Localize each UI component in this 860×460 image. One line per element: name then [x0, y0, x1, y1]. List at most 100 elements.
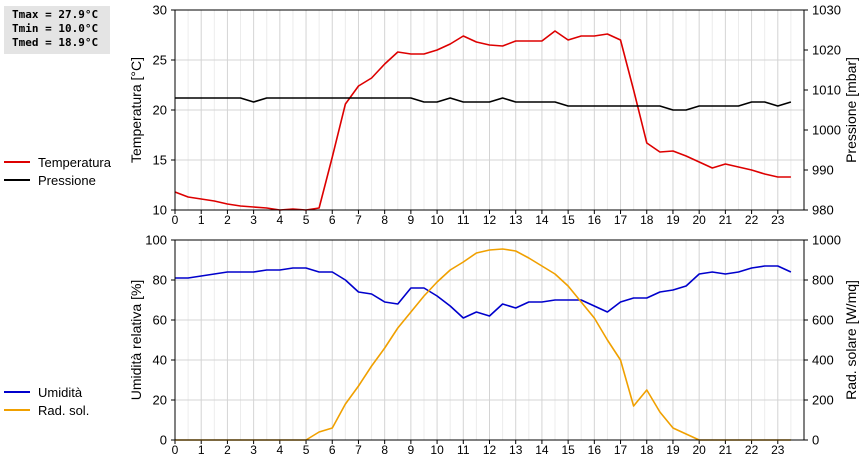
y2-tick-label: 400: [812, 353, 834, 368]
x-tick-label: 1: [198, 443, 205, 457]
x-tick-label: 21: [719, 213, 733, 227]
legend-item-rad-sol: Rad. sol.: [4, 401, 144, 419]
y-tick-label: 10: [153, 203, 167, 218]
legend-item-umidita: Umidità: [4, 383, 144, 401]
x-tick-label: 4: [276, 443, 283, 457]
y2-tick-label: 1000: [812, 123, 841, 138]
x-tick-label: 4: [276, 213, 283, 227]
x-tick-label: 13: [509, 213, 523, 227]
x-tick-label: 12: [483, 443, 497, 457]
x-tick-label: 12: [483, 213, 497, 227]
x-tick-label: 16: [588, 443, 602, 457]
x-tick-label: 3: [250, 213, 257, 227]
x-tick-label: 1: [198, 213, 205, 227]
series-line-umidit: [175, 265, 792, 319]
x-tick-label: 23: [771, 213, 785, 227]
y-tick-label: 15: [153, 153, 167, 168]
legend-label-pressione: Pressione: [38, 172, 96, 188]
plot-frame: [174, 239, 805, 441]
y2-tick-label: 800: [812, 273, 834, 288]
x-tick-label: 2: [224, 443, 231, 457]
x-tick-label: 9: [408, 443, 415, 457]
x-tick-label: 3: [250, 443, 257, 457]
y-tick-label: 20: [153, 393, 167, 408]
x-tick-label: 5: [303, 213, 310, 227]
legend-swatch-umidita: [4, 391, 30, 393]
y-tick-label: 100: [145, 233, 167, 248]
legend-swatch-temperatura: [4, 161, 30, 163]
x-tick-label: 7: [355, 213, 362, 227]
x-tick-label: 6: [329, 213, 336, 227]
x-tick-label: 22: [745, 213, 759, 227]
series-line-pressione: [175, 97, 792, 111]
y2-tick-label: 600: [812, 313, 834, 328]
y2-axis-label: Rad. solare [W/mq]: [843, 280, 859, 400]
y-tick-label: 60: [153, 313, 167, 328]
y2-tick-label: 200: [812, 393, 834, 408]
legend-item-pressione: Pressione: [4, 171, 144, 189]
chart-1: 0 1 2 3 4 5 6 7 8 9 10 11 12 13 14 15 16 17 18 19 20 21 22 2302…: [128, 233, 859, 458]
x-tick-label: 0: [172, 213, 179, 227]
y-tick-label: 30: [153, 3, 167, 18]
x-tick-label: 16: [588, 213, 602, 227]
x-tick-label: 20: [692, 443, 706, 457]
x-tick-label: 10: [430, 213, 444, 227]
x-tick-label: 11: [457, 213, 470, 227]
legend-bottom: Umidità Rad. sol.: [4, 383, 144, 419]
y2-axis-label: Pressione [mbar]: [843, 57, 859, 163]
y-tick-label: 25: [153, 53, 167, 68]
y2-tick-label: 990: [812, 163, 834, 178]
legend-swatch-rad-sol: [4, 409, 30, 411]
x-tick-label: 9: [408, 213, 415, 227]
x-tick-label: 21: [719, 443, 733, 457]
x-tick-label: 2: [224, 213, 231, 227]
x-tick-label: 23: [771, 443, 785, 457]
x-tick-label: 10: [430, 443, 444, 457]
y-tick-label: 40: [153, 353, 167, 368]
x-tick-label: 8: [381, 213, 388, 227]
legend-label-umidita: Umidità: [38, 384, 83, 400]
plot-frame: [174, 9, 805, 211]
x-tick-label: 15: [561, 213, 575, 227]
y-axis-label: Umidità relativa [%]: [128, 280, 144, 401]
x-tick-label: 0: [172, 443, 179, 457]
x-tick-label: 8: [381, 443, 388, 457]
x-tick-label: 15: [561, 443, 575, 457]
stat-tmax: Tmax = 27.9°C: [12, 8, 99, 21]
x-tick-label: 17: [614, 443, 628, 457]
legend-label-temperatura: Temperatura: [38, 154, 111, 170]
x-tick-label: 19: [666, 443, 680, 457]
y2-tick-label: 1010: [812, 83, 841, 98]
x-tick-label: 18: [640, 443, 654, 457]
x-tick-label: 19: [666, 213, 680, 227]
y2-tick-label: 1030: [812, 3, 841, 18]
legend-swatch-pressione: [4, 179, 30, 181]
y2-tick-label: 1000: [812, 233, 841, 248]
x-tick-label: 17: [614, 213, 628, 227]
y2-tick-label: 1020: [812, 43, 841, 58]
x-tick-label: 14: [535, 213, 549, 227]
legend-item-temperatura: Temperatura: [4, 153, 144, 171]
stats-box: Tmax = 27.9°C Tmin = 10.0°C Tmed = 18.9°…: [4, 6, 110, 54]
y2-tick-label: 0: [812, 433, 819, 448]
legend-label-rad-sol: Rad. sol.: [38, 402, 90, 418]
x-tick-label: 6: [329, 443, 336, 457]
stat-tmin: Tmin = 10.0°C: [12, 22, 99, 35]
y-axis-label: Temperatura [°C]: [128, 57, 144, 163]
x-tick-label: 11: [457, 443, 470, 457]
chart-0: 0 1 2 3 4 5 6 7 8 9 10 11 12 13 14 15 16 17 18 19 20 21 22 2310…: [128, 3, 859, 228]
legend-top: Temperatura Pressione: [4, 153, 144, 189]
y-tick-label: 80: [153, 273, 167, 288]
stat-tmed: Tmed = 18.9°C: [12, 36, 99, 49]
x-tick-label: 5: [303, 443, 310, 457]
y-tick-label: 20: [153, 103, 167, 118]
x-tick-label: 13: [509, 443, 523, 457]
y-tick-label: 0: [160, 433, 167, 448]
x-tick-label: 20: [692, 213, 706, 227]
x-tick-label: 14: [535, 443, 549, 457]
x-tick-label: 18: [640, 213, 654, 227]
x-tick-label: 22: [745, 443, 759, 457]
x-tick-label: 7: [355, 443, 362, 457]
y2-tick-label: 980: [812, 203, 834, 218]
